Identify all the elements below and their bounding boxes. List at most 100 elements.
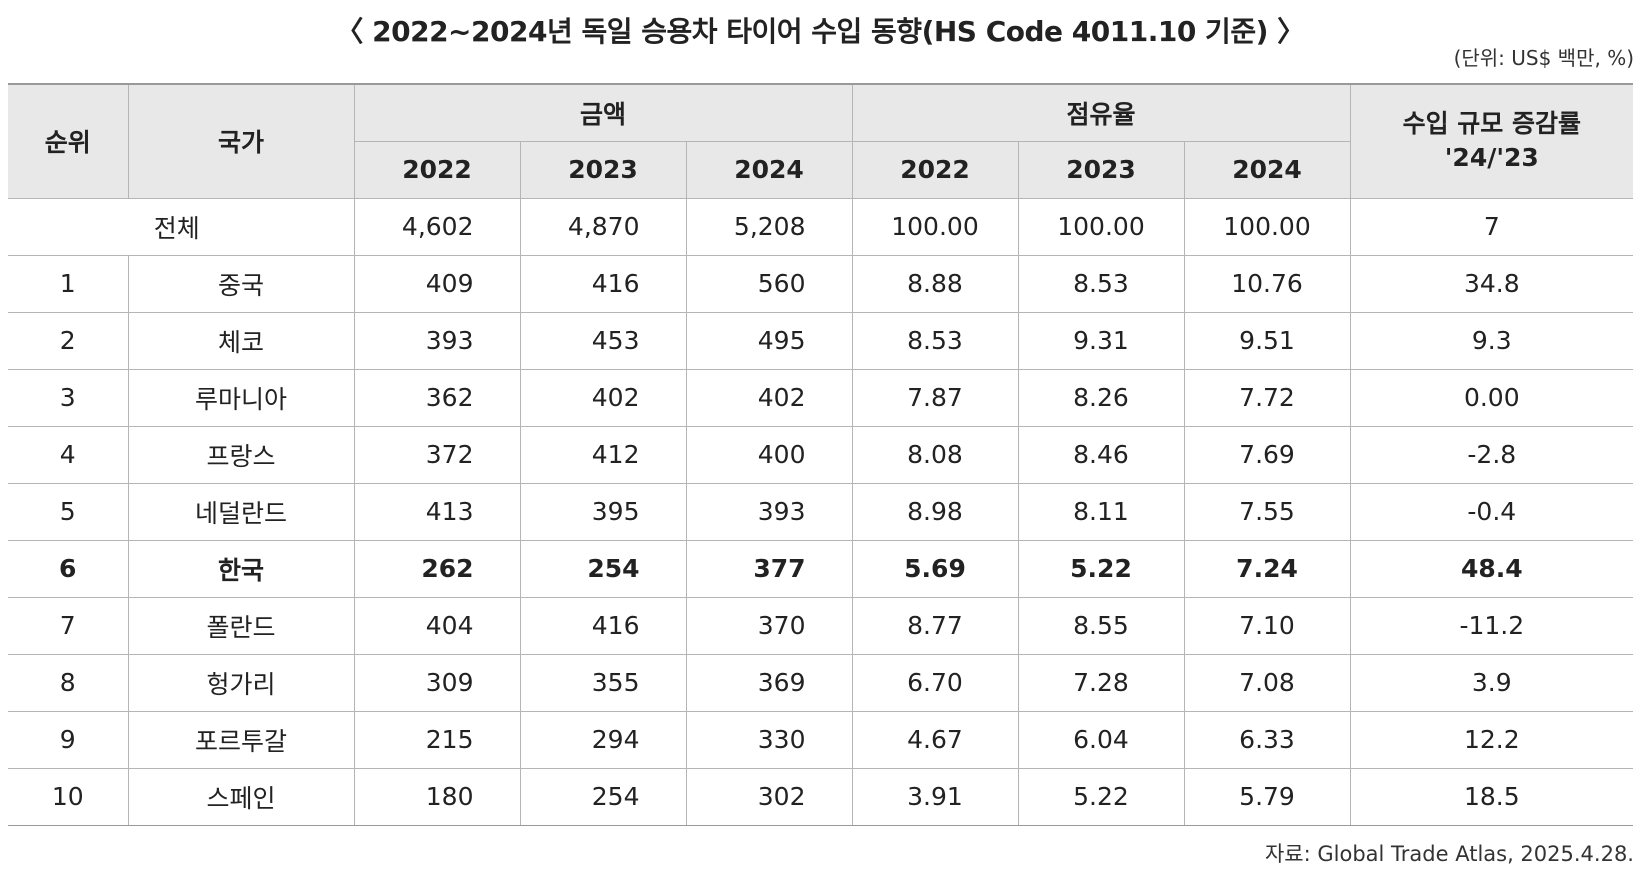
share-cell: 6.04 [1017, 710, 1185, 769]
table-row: 9 포르투갈 215 294 330 4.67 6.04 6.33 12.2 [8, 710, 1634, 769]
rank-cell: 3 [8, 368, 129, 427]
total-amount-cell: 5,208 [685, 197, 853, 256]
amount-cell: 254 [519, 539, 687, 598]
amount-cell: 254 [519, 767, 687, 826]
amount-cell: 294 [519, 710, 687, 769]
rank-cell: 5 [8, 482, 129, 541]
header-amount-year: 2023 [519, 140, 687, 199]
amount-cell: 400 [685, 425, 853, 484]
rank-cell: 8 [8, 653, 129, 712]
share-cell: 7.55 [1183, 482, 1351, 541]
table-title: 〈 2022~2024년 독일 승용차 타이어 수입 동향(HS Code 40… [335, 15, 1305, 48]
amount-cell: 362 [353, 368, 521, 427]
growth-cell: 9.3 [1349, 311, 1634, 370]
table-row: 2 체코 393 453 495 8.53 9.31 9.51 9.3 [8, 311, 1634, 370]
header-growth-line2: '24/'23 [1444, 143, 1539, 173]
total-growth-cell: 7 [1349, 197, 1634, 256]
country-cell: 한국 [127, 539, 355, 598]
amount-cell: 402 [519, 368, 687, 427]
country-cell: 체코 [127, 311, 355, 370]
amount-cell: 393 [685, 482, 853, 541]
amount-cell: 302 [685, 767, 853, 826]
amount-cell: 453 [519, 311, 687, 370]
header-amount-year: 2024 [685, 140, 853, 199]
header-growth-line1: 수입 규모 증감률 [1402, 109, 1581, 139]
growth-cell: 3.9 [1349, 653, 1634, 712]
share-cell: 7.24 [1183, 539, 1351, 598]
unit-note: (단위: US$ 백만, %) [1453, 46, 1634, 70]
amount-cell: 377 [685, 539, 853, 598]
amount-cell: 409 [353, 254, 521, 313]
table-row: 4 프랑스 372 412 400 8.08 8.46 7.69 -2.8 [8, 425, 1634, 484]
share-cell: 7.72 [1183, 368, 1351, 427]
amount-cell: 393 [353, 311, 521, 370]
rank-cell: 9 [8, 710, 129, 769]
share-cell: 8.88 [851, 254, 1019, 313]
total-share-cell: 100.00 [851, 197, 1019, 256]
share-cell: 8.77 [851, 596, 1019, 655]
share-cell: 7.87 [851, 368, 1019, 427]
table-row: 3 루마니아 362 402 402 7.87 8.26 7.72 0.00 [8, 368, 1634, 427]
amount-cell: 416 [519, 254, 687, 313]
amount-cell: 309 [353, 653, 521, 712]
amount-cell: 262 [353, 539, 521, 598]
total-row: 전체 4,602 4,870 5,208 100.00 100.00 100.0… [8, 197, 1634, 256]
growth-cell: -0.4 [1349, 482, 1634, 541]
header-share-year: 2022 [851, 140, 1019, 199]
amount-cell: 355 [519, 653, 687, 712]
header-amount-year: 2022 [354, 140, 521, 199]
header-share-year: 2023 [1017, 140, 1185, 199]
amount-cell: 416 [519, 596, 687, 655]
total-label: 전체 [8, 197, 355, 256]
rank-cell: 6 [8, 539, 129, 598]
country-cell: 헝가리 [127, 653, 355, 712]
growth-cell: 0.00 [1349, 368, 1634, 427]
share-cell: 6.70 [851, 653, 1019, 712]
rank-cell: 2 [8, 311, 129, 370]
total-amount-cell: 4,870 [519, 197, 687, 256]
country-cell: 프랑스 [127, 425, 355, 484]
growth-cell: 18.5 [1349, 767, 1634, 826]
table-row: 5 네덜란드 413 395 393 8.98 8.11 7.55 -0.4 [8, 482, 1634, 541]
table-row: 6 한국 262 254 377 5.69 5.22 7.24 48.4 [8, 539, 1634, 598]
share-cell: 9.31 [1017, 311, 1185, 370]
country-cell: 포르투갈 [127, 710, 355, 769]
amount-cell: 372 [353, 425, 521, 484]
amount-cell: 369 [685, 653, 853, 712]
header-rank: 순위 [8, 83, 129, 199]
amount-cell: 404 [353, 596, 521, 655]
share-cell: 9.51 [1183, 311, 1351, 370]
total-share-cell: 100.00 [1183, 197, 1351, 256]
share-cell: 7.69 [1183, 425, 1351, 484]
amount-cell: 180 [353, 767, 521, 826]
amount-cell: 215 [353, 710, 521, 769]
amount-cell: 370 [685, 596, 853, 655]
source-note: 자료: Global Trade Atlas, 2025.4.28. [1264, 842, 1634, 866]
country-cell: 스페인 [127, 767, 355, 826]
table-row: 10 스페인 180 254 302 3.91 5.22 5.79 18.5 [8, 767, 1634, 826]
amount-cell: 412 [519, 425, 687, 484]
header-share: 점유율 [851, 83, 1351, 142]
amount-cell: 402 [685, 368, 853, 427]
growth-cell: 12.2 [1349, 710, 1634, 769]
share-cell: 8.53 [1017, 254, 1185, 313]
share-cell: 10.76 [1183, 254, 1351, 313]
country-cell: 폴란드 [127, 596, 355, 655]
total-amount-cell: 4,602 [353, 197, 521, 256]
table-row: 8 헝가리 309 355 369 6.70 7.28 7.08 3.9 [8, 653, 1634, 712]
rank-cell: 7 [8, 596, 129, 655]
amount-cell: 560 [685, 254, 853, 313]
header-growth: 수입 규모 증감률 '24/'23 [1349, 83, 1634, 199]
total-share-cell: 100.00 [1017, 197, 1185, 256]
growth-cell: 34.8 [1349, 254, 1634, 313]
table-row: 1 중국 409 416 560 8.88 8.53 10.76 34.8 [8, 254, 1634, 313]
growth-cell: 48.4 [1349, 539, 1634, 598]
share-cell: 5.22 [1017, 539, 1185, 598]
header-country: 국가 [127, 83, 355, 199]
share-cell: 8.11 [1017, 482, 1185, 541]
header-share-year: 2024 [1183, 140, 1351, 199]
growth-cell: -11.2 [1349, 596, 1634, 655]
share-cell: 8.26 [1017, 368, 1185, 427]
table-row: 7 폴란드 404 416 370 8.77 8.55 7.10 -11.2 [8, 596, 1634, 655]
share-cell: 7.28 [1017, 653, 1185, 712]
